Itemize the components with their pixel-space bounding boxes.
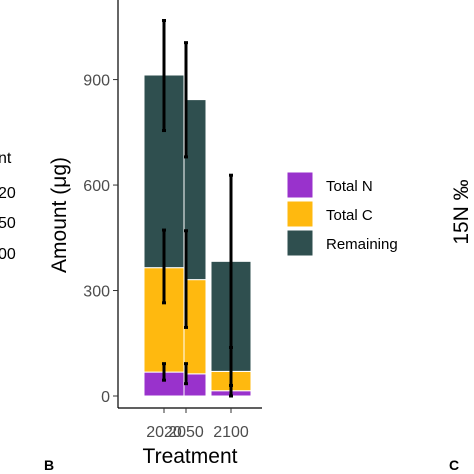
x-tick-label-2020: 2020 — [146, 424, 182, 441]
legend-key-total-c — [286, 200, 314, 228]
left-panel-text-4: 00 — [0, 246, 16, 263]
legend-key-remaining — [286, 229, 314, 257]
left-panel-text-2: 20 — [0, 185, 16, 202]
x-axis-title: Treatment — [143, 445, 238, 468]
left-panel-text-3: 50 — [0, 215, 16, 232]
x-tick-label-2050: 2050 — [168, 424, 204, 441]
legend-label-total-n: Total N — [326, 178, 373, 195]
legend-label-remaining: Remaining — [326, 236, 398, 253]
error-bars-layer — [162, 19, 233, 398]
x-tick-label-2100: 2100 — [213, 424, 249, 441]
y-tick-label-300: 300 — [83, 284, 110, 301]
y-ticks-layer: 0 300 600 900 — [83, 73, 118, 406]
panel-label-b: B — [44, 457, 54, 473]
y-tick-label-0: 0 — [101, 389, 110, 406]
left-panel-text-1: nt — [0, 150, 12, 167]
right-panel-axis-title: 15N ‰ — [450, 179, 473, 244]
bars-layer — [143, 74, 252, 397]
y-tick-label-600: 600 — [83, 178, 110, 195]
legend-label-total-c: Total C — [326, 207, 373, 224]
legend-key-total-n — [286, 171, 314, 199]
y-tick-label-900: 900 — [83, 73, 110, 90]
y-axis-title: Amount (μg) — [48, 157, 71, 273]
legend: Total N Total C Remaining — [286, 171, 398, 257]
panel-label-c: C — [449, 457, 459, 473]
